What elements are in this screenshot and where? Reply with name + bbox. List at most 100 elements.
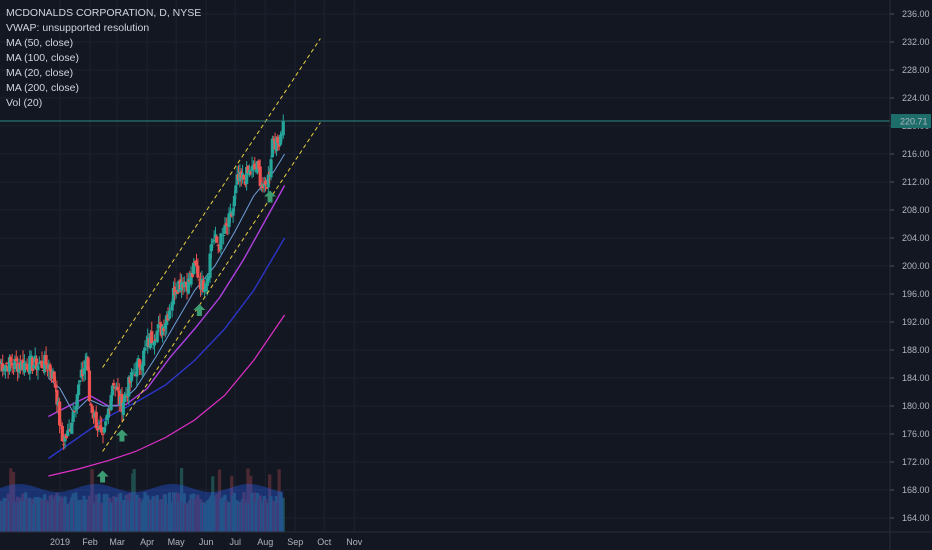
candle-down xyxy=(276,136,280,143)
y-tick-label: 172.00 xyxy=(902,457,930,467)
candle-up xyxy=(266,174,270,188)
candle-down xyxy=(116,386,120,391)
candle-down xyxy=(1,363,5,371)
y-tick-label: 196.00 xyxy=(902,289,930,299)
candle-down xyxy=(257,160,261,169)
x-tick-label: Aug xyxy=(257,537,273,547)
candle-up xyxy=(28,356,32,374)
price-axis[interactable]: 164.00 168.00 172.00 176.00 180.00 184.00 188.… xyxy=(889,0,931,550)
indicator-ma50[interactable]: MA (50, close) xyxy=(6,37,74,49)
candle-up xyxy=(102,427,106,433)
candle-down xyxy=(224,223,228,226)
candle-down xyxy=(14,358,18,362)
candle-down xyxy=(10,363,14,366)
candle-up xyxy=(36,365,40,371)
y-tick-label: 164.00 xyxy=(902,513,930,523)
candle-down xyxy=(246,165,250,174)
x-tick-label: May xyxy=(168,537,186,547)
indicator-ma20[interactable]: MA (20, close) xyxy=(6,67,74,79)
candle-up xyxy=(223,224,227,234)
candle-down xyxy=(253,163,257,170)
candle-down xyxy=(25,363,29,370)
candle-up xyxy=(211,241,215,243)
time-axis[interactable]: 2019 Feb Mar Apr May Jun Jul Aug Sep Oct Nov xyxy=(0,531,932,547)
chart-legend: MCDONALDS CORPORATION, D, NYSE VWAP: uns… xyxy=(6,6,201,111)
candle-up xyxy=(170,301,174,311)
candle-down xyxy=(53,384,58,388)
indicator-vwap[interactable]: VWAP: unsupported resolution xyxy=(6,22,150,34)
candle-up xyxy=(163,323,167,329)
candle-down xyxy=(87,370,92,402)
candle-up xyxy=(106,408,111,418)
ma200-line xyxy=(48,314,286,477)
candle-up xyxy=(219,233,223,250)
candle-down xyxy=(9,357,13,363)
candle-up xyxy=(142,350,146,366)
candle-down xyxy=(197,279,201,281)
candle-down xyxy=(48,364,52,372)
y-tick-label: 212.00 xyxy=(902,177,930,187)
x-tick-label: Jul xyxy=(229,537,241,547)
candle-down xyxy=(201,280,205,293)
candle-down xyxy=(158,322,162,324)
y-tick-label: 200.00 xyxy=(902,261,930,271)
last-price-label: 220.71 xyxy=(900,117,928,127)
candle-up xyxy=(269,159,273,178)
candle-up xyxy=(140,364,144,371)
candle-up xyxy=(29,355,33,359)
candle-down xyxy=(90,405,94,413)
candle-up xyxy=(207,276,211,281)
x-tick-label: 2019 xyxy=(50,537,70,547)
x-tick-label: Apr xyxy=(140,537,154,547)
volume-bar xyxy=(90,468,94,532)
candle-down xyxy=(40,360,44,368)
candle-up xyxy=(13,358,17,370)
candle-down xyxy=(190,272,195,277)
candle-down xyxy=(30,357,35,371)
candle-up xyxy=(156,324,161,329)
candle-up xyxy=(109,394,113,411)
support-markers xyxy=(96,190,277,483)
candle-down xyxy=(100,426,104,433)
x-tick-label: Oct xyxy=(317,537,332,547)
ma50-line xyxy=(48,185,286,418)
candle-up xyxy=(182,281,186,288)
support-arrow-icon xyxy=(96,470,109,483)
trend-channel[interactable] xyxy=(102,38,321,452)
candle-up xyxy=(155,330,159,343)
candle-up xyxy=(278,134,283,145)
indicator-volume[interactable]: Vol (20) xyxy=(6,97,43,109)
candle-down xyxy=(137,359,142,368)
candle-up xyxy=(222,234,226,236)
y-tick-label: 176.00 xyxy=(902,429,930,439)
candle-up xyxy=(270,138,274,158)
candle-down xyxy=(216,244,220,246)
candle-up xyxy=(274,137,279,152)
candle-up xyxy=(22,362,26,373)
candle-up xyxy=(245,167,249,185)
candle-down xyxy=(264,180,268,185)
candle-up xyxy=(132,372,136,374)
candle-up xyxy=(208,253,212,278)
ma100-line xyxy=(47,237,286,460)
support-arrow-icon xyxy=(115,429,128,442)
candle-down xyxy=(58,401,62,426)
candle-down xyxy=(125,396,129,398)
candle-down xyxy=(162,327,166,332)
candle-down xyxy=(52,371,56,382)
candle-up xyxy=(167,310,171,319)
volume-histogram xyxy=(0,467,285,532)
indicator-ma100[interactable]: MA (100, close) xyxy=(6,52,79,64)
ma20-line xyxy=(48,153,286,414)
symbol-title[interactable]: MCDONALDS CORPORATION, D, NYSE xyxy=(6,7,202,19)
candle-up xyxy=(82,367,86,375)
candle-down xyxy=(89,403,93,406)
x-tick-label: Jun xyxy=(199,537,214,547)
candle-up xyxy=(189,273,193,285)
y-tick-label: 228.00 xyxy=(902,65,930,75)
y-tick-label: 216.00 xyxy=(902,149,930,159)
indicator-ma200[interactable]: MA (200, close) xyxy=(6,82,79,94)
candle-up xyxy=(232,195,237,207)
candle-down xyxy=(173,286,177,295)
